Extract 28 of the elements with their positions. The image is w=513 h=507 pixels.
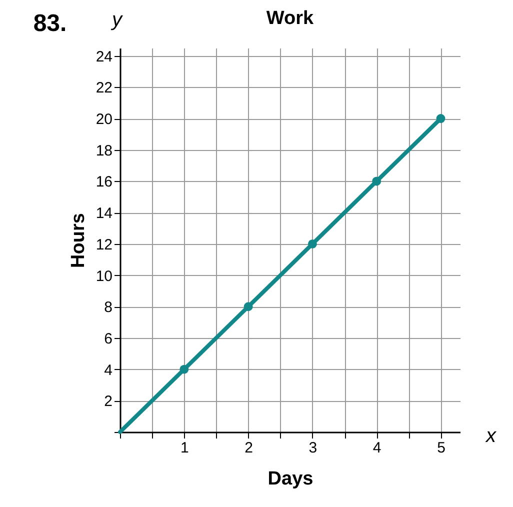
x-tick-label: 3 [308,440,318,456]
text: 83. [33,10,67,37]
x-tick-label: 1 [180,440,189,456]
point [308,239,317,248]
y-tick-label: 14 [96,205,112,222]
x-axis-title: Days [268,468,314,490]
y-tick-label: 22 [96,80,112,97]
x-tick-label: 4 [372,440,382,456]
y-tick-label: 24 [96,48,112,66]
point [436,114,446,123]
y-axis-title: Hours [68,213,89,268]
x-tick-label: 2 [244,440,253,456]
y-tick-label: 8 [104,299,112,316]
text: x [485,425,497,447]
y-tick-label: 16 [96,174,112,191]
x-tick-label: 5 [437,440,446,456]
point [180,364,189,374]
point [244,302,253,312]
y-tick-label: 2 [104,393,112,410]
y-tick-label: 12 [96,236,112,254]
y-tick-label: 10 [96,268,112,285]
y-tick-label: 18 [96,142,112,160]
y-tick-label: 20 [96,111,112,128]
y-tick-label: 4 [104,362,112,379]
text: y [110,9,123,31]
chart-title: Work [266,8,314,29]
point [372,176,382,186]
y-tick-label: 6 [104,330,112,348]
